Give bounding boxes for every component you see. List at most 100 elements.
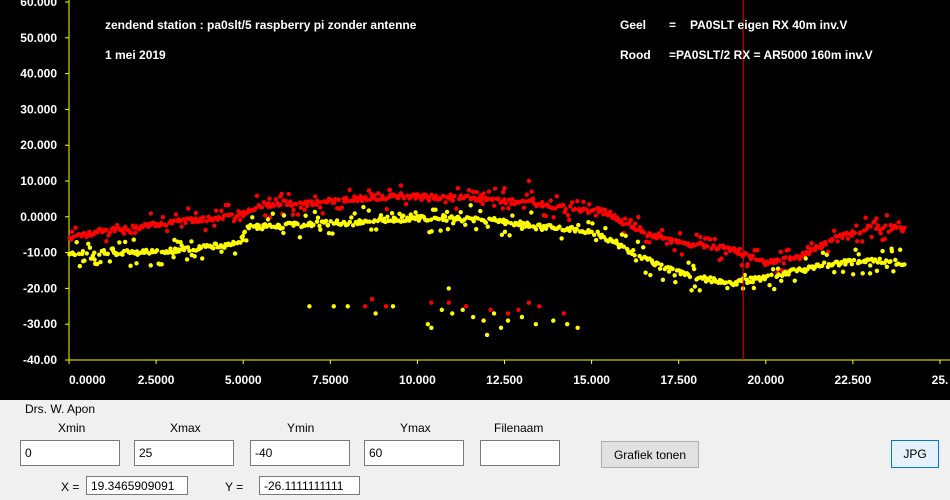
- jpg-button[interactable]: JPG: [891, 440, 939, 468]
- data-point: [400, 213, 406, 218]
- data-point: [734, 282, 739, 287]
- data-point: [193, 210, 199, 216]
- y-tick-label: 10.000: [20, 174, 57, 188]
- data-point: [429, 229, 434, 234]
- data-point: [621, 222, 626, 227]
- ymin-input[interactable]: [250, 440, 350, 466]
- data-point: [498, 325, 504, 330]
- data-point: [171, 218, 177, 223]
- data-point: [673, 279, 678, 285]
- data-point: [694, 232, 699, 237]
- data-point: [86, 241, 91, 247]
- data-point: [623, 233, 628, 238]
- data-point: [655, 261, 661, 266]
- data-point: [94, 261, 100, 267]
- data-point: [832, 269, 837, 275]
- data-point: [460, 307, 465, 313]
- data-point: [888, 223, 893, 228]
- data-point: [896, 220, 901, 225]
- data-point: [73, 225, 78, 230]
- data-point: [824, 252, 829, 257]
- data-point: [712, 236, 718, 242]
- data-point: [891, 269, 896, 274]
- data-point: [439, 307, 444, 313]
- scatter-chart[interactable]: 60.000 50.000 40.000 30.000 20.000 10.000 0.00…: [0, 0, 950, 400]
- grafiek-tonen-button[interactable]: Grafiek tonen: [601, 441, 699, 468]
- data-point: [199, 256, 205, 261]
- data-point: [847, 258, 853, 263]
- plot-area[interactable]: 60.000 50.000 40.000 30.000 20.000 10.000 0.00…: [0, 0, 950, 400]
- data-point: [280, 225, 285, 231]
- x-coord-field[interactable]: [86, 476, 188, 495]
- data-point: [428, 217, 434, 222]
- data-point: [622, 216, 628, 221]
- data-point: [615, 241, 620, 247]
- y-tick-label: 60.000: [20, 0, 57, 9]
- data-point: [526, 300, 532, 305]
- data-point: [672, 247, 677, 253]
- data-point: [537, 304, 542, 309]
- data-point: [615, 215, 620, 221]
- data-point: [320, 211, 325, 216]
- data-point: [450, 311, 455, 316]
- data-point: [226, 202, 231, 208]
- data-point: [481, 318, 486, 323]
- data-point: [347, 187, 352, 193]
- data-point: [253, 206, 258, 211]
- data-point: [345, 304, 350, 309]
- data-point: [884, 213, 890, 218]
- data-point: [500, 190, 506, 195]
- data-point: [823, 242, 829, 247]
- data-point: [442, 214, 448, 219]
- data-point: [529, 210, 534, 215]
- data-point: [87, 229, 92, 235]
- data-point: [874, 226, 879, 232]
- data-point: [586, 219, 591, 225]
- data-point: [168, 246, 173, 251]
- data-point: [347, 219, 353, 225]
- data-point: [840, 269, 846, 275]
- x-coord-label: X =: [61, 480, 80, 494]
- data-point: [291, 207, 296, 213]
- data-point: [98, 259, 103, 265]
- data-point: [516, 307, 521, 313]
- data-point: [775, 266, 781, 271]
- data-point: [443, 200, 448, 205]
- data-point: [304, 202, 310, 208]
- data-point: [602, 207, 608, 213]
- data-point: [312, 209, 318, 215]
- data-point: [527, 224, 533, 229]
- data-point: [751, 285, 757, 291]
- data-point: [339, 205, 345, 210]
- y-coord-field[interactable]: [259, 476, 360, 495]
- filenaam-input[interactable]: [480, 440, 560, 466]
- data-point: [273, 197, 278, 202]
- data-point: [593, 213, 599, 218]
- data-point: [374, 227, 379, 232]
- data-point: [554, 194, 560, 199]
- data-point: [502, 229, 508, 235]
- x-tick-label: 0.0000: [69, 373, 106, 387]
- data-point: [468, 203, 473, 208]
- data-point: [776, 272, 781, 277]
- ymax-input[interactable]: [364, 440, 464, 466]
- xmax-input[interactable]: [134, 440, 234, 466]
- data-point: [158, 220, 164, 226]
- xmin-input[interactable]: [20, 440, 120, 466]
- legend-name: Rood: [620, 48, 651, 62]
- data-point: [492, 186, 498, 191]
- data-point: [563, 206, 568, 212]
- data-point: [708, 237, 713, 242]
- data-point: [883, 223, 888, 228]
- data-point: [397, 211, 402, 217]
- author-label: Drs. W. Apon: [25, 402, 96, 416]
- data-point: [471, 218, 476, 224]
- data-point: [524, 192, 529, 197]
- data-point: [330, 231, 335, 236]
- data-point: [229, 212, 234, 217]
- data-point: [507, 233, 512, 238]
- data-point: [765, 273, 771, 278]
- data-point: [499, 199, 504, 205]
- data-point: [433, 207, 438, 212]
- data-point: [361, 204, 366, 210]
